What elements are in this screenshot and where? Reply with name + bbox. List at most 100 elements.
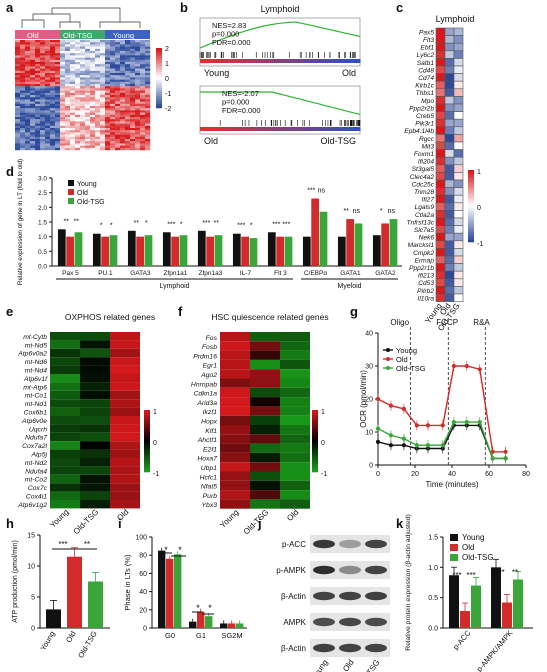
heatmap-cell <box>65 48 71 52</box>
heatmap-cell <box>55 101 61 104</box>
heatmap-cell <box>75 42 81 45</box>
heatmap-cell <box>50 141 56 144</box>
bar-d <box>389 219 398 266</box>
heatmap-cell <box>55 123 61 126</box>
heatmap-cell <box>110 121 116 124</box>
heatmap-cell <box>60 90 66 93</box>
sig-i-g0: * <box>164 545 168 555</box>
heatmap-cell <box>135 136 141 140</box>
heatmap-c-cell <box>435 255 446 264</box>
heatmap-cell <box>35 73 41 76</box>
gene-label-c: Mpo <box>421 98 434 105</box>
heatmap-cell <box>145 73 151 76</box>
heatmap-e-cell <box>50 441 80 450</box>
heatmap-cell <box>75 62 81 65</box>
heatmap-cell <box>25 59 31 63</box>
heatmap-cell <box>95 79 101 82</box>
heatmap-cell <box>50 121 56 124</box>
heatmap-cell <box>130 143 136 146</box>
heatmap-c-cell <box>453 293 464 302</box>
heatmap-f-cell <box>250 415 280 425</box>
heatmap-cell <box>105 132 111 135</box>
heatmap-cell <box>15 92 21 96</box>
heatmap-cell <box>55 97 61 100</box>
heatmap-cell <box>70 134 76 137</box>
heatmap-f-cell <box>250 490 280 500</box>
colorbar-e-cell <box>144 426 150 429</box>
group-bar-old <box>15 30 60 39</box>
heatmap-cell <box>100 92 106 96</box>
colorbar-a-cell <box>156 58 162 61</box>
heatmap-cell <box>145 128 151 131</box>
heatmap-cell <box>50 134 56 137</box>
heatmap-cell <box>120 64 126 67</box>
heatmap-cell <box>110 44 116 47</box>
heatmap-cell <box>110 42 116 45</box>
heatmap-cell <box>25 46 31 49</box>
heatmap-cell <box>140 106 146 109</box>
heatmap-e-cell <box>80 357 110 366</box>
heatmap-cell <box>20 101 26 104</box>
colorbar-c-cell <box>468 230 474 233</box>
heatmap-cell <box>35 44 41 47</box>
heatmap-cell <box>30 110 36 113</box>
heatmap-cell <box>65 103 71 107</box>
heatmap-cell <box>75 59 81 63</box>
heatmap-cell <box>25 121 31 124</box>
heatmap-cell <box>75 117 81 120</box>
xlabel-g: Time (minutes) <box>425 480 478 489</box>
heatmap-cell <box>35 88 41 91</box>
colorbar-f-cell <box>312 463 318 467</box>
heatmap-cell <box>20 132 26 135</box>
heatmap-cell <box>110 128 116 131</box>
heatmap-cell <box>140 143 146 146</box>
heatmap-cell <box>65 119 71 122</box>
colorbar-f-cell <box>312 412 318 415</box>
heatmap-f-cell <box>280 387 310 398</box>
gene-label-e: mt-Nd2 <box>25 460 48 467</box>
heatmap-cell <box>145 62 151 65</box>
heatmap-cell <box>55 86 61 89</box>
heatmap-cell <box>45 106 51 109</box>
heatmap-e-cell <box>110 483 140 492</box>
heatmap-cell <box>140 40 146 43</box>
heatmap-cell <box>145 90 151 93</box>
heatmap-f-cell <box>220 443 250 453</box>
heatmap-cell <box>45 92 51 96</box>
gene-label-c: Ifi204 <box>418 159 434 166</box>
heatmap-cell <box>80 108 86 111</box>
bar-d <box>214 235 223 266</box>
bar-d <box>311 198 320 266</box>
xtick-g: 20 <box>411 471 419 478</box>
heatmap-cell <box>95 59 101 63</box>
bar-h <box>46 609 61 628</box>
heatmap-cell <box>55 59 61 63</box>
heatmap-cell <box>20 77 26 80</box>
heatmap-cell <box>140 101 146 104</box>
heatmap-f-cell <box>220 332 250 342</box>
heatmap-c-cell <box>453 134 464 143</box>
xtick-g: 40 <box>448 471 456 478</box>
heatmap-cell <box>100 123 106 126</box>
sig-d: * <box>100 223 103 230</box>
colorbar-c-cell <box>468 222 474 226</box>
heatmap-e-cell <box>50 390 80 400</box>
heatmap-cell <box>45 143 51 146</box>
heatmap-cell <box>20 81 26 85</box>
heatmap-e-cell <box>80 382 110 391</box>
heatmap-cell <box>35 97 41 100</box>
heatmap-cell <box>50 123 56 126</box>
heatmap-c-cell <box>453 96 464 105</box>
heatmap-cell <box>80 95 86 98</box>
heatmap-cell <box>25 134 31 137</box>
heatmap-cell <box>145 106 151 109</box>
heatmap-cell <box>60 79 66 82</box>
heatmap-cell <box>115 132 121 135</box>
heatmap-cell <box>85 75 91 78</box>
heatmap-cell <box>75 106 81 109</box>
heatmap-cell <box>55 62 61 65</box>
heatmap-e-cell <box>110 500 140 509</box>
heatmap-cell <box>125 112 131 115</box>
gsea-stat-bottom: NES=-2.07 <box>222 89 259 98</box>
bar-d <box>206 236 215 266</box>
